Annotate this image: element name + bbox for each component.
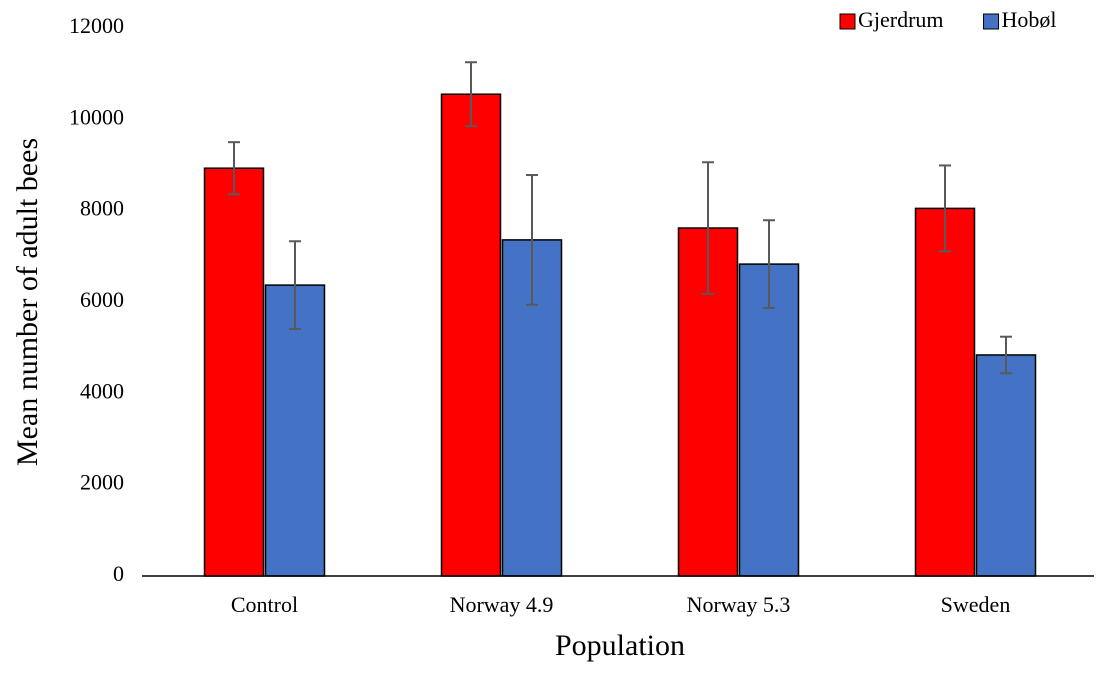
y-tick-label: 6000 (80, 287, 124, 312)
x-tick-label: Control (231, 592, 298, 617)
x-axis-title: Population (555, 629, 685, 662)
bar (975, 354, 1037, 577)
y-tick-label: 12000 (69, 13, 124, 38)
x-tick-label: Norway 4.9 (450, 592, 554, 617)
y-tick-label: 4000 (80, 378, 124, 403)
legend-swatch (839, 13, 856, 30)
y-tick-label: 2000 (80, 470, 124, 495)
y-tick-label: 0 (113, 561, 124, 586)
x-tick-label: Norway 5.3 (687, 592, 791, 617)
bar (440, 93, 502, 577)
legend-swatch (983, 13, 1000, 30)
bar (203, 167, 265, 577)
bar (914, 207, 976, 577)
y-tick-label: 10000 (69, 104, 124, 129)
y-axis-title: Mean number of adult bees (11, 138, 44, 466)
bar (738, 263, 800, 577)
legend-label: Gjerdrum (858, 7, 944, 32)
x-tick-label: Sweden (941, 592, 1011, 617)
y-tick-label: 8000 (80, 196, 124, 221)
legend-label: Hobøl (1002, 7, 1057, 32)
